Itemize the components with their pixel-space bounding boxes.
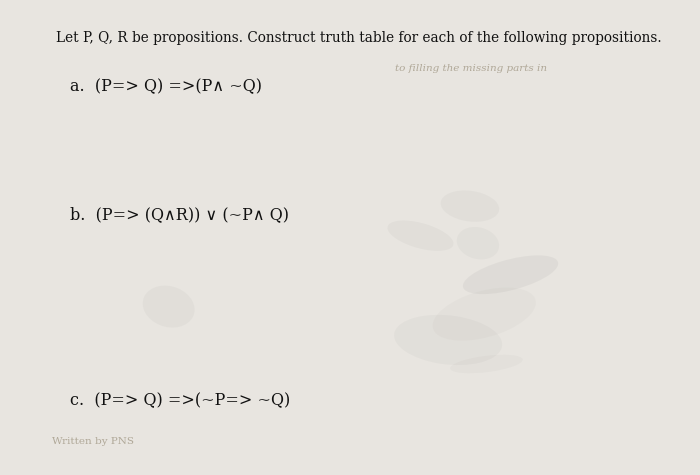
Ellipse shape bbox=[388, 220, 454, 251]
Text: a.  (P=> Q) =>(P∧ ~Q): a. (P=> Q) =>(P∧ ~Q) bbox=[70, 78, 262, 95]
Ellipse shape bbox=[463, 256, 558, 294]
Text: Written by PNS: Written by PNS bbox=[52, 437, 134, 446]
Text: c.  (P=> Q) =>(~P=> ~Q): c. (P=> Q) =>(~P=> ~Q) bbox=[70, 392, 290, 409]
Ellipse shape bbox=[441, 190, 499, 222]
Text: b.  (P=> (Q∧R)) ∨ (~P∧ Q): b. (P=> (Q∧R)) ∨ (~P∧ Q) bbox=[70, 207, 289, 224]
Ellipse shape bbox=[457, 227, 499, 259]
Text: Let P, Q, R be propositions. Construct truth table for each of the following pro: Let P, Q, R be propositions. Construct t… bbox=[56, 31, 662, 45]
Ellipse shape bbox=[394, 315, 502, 365]
Ellipse shape bbox=[143, 285, 195, 328]
Text: to filling the missing parts in: to filling the missing parts in bbox=[395, 64, 547, 73]
